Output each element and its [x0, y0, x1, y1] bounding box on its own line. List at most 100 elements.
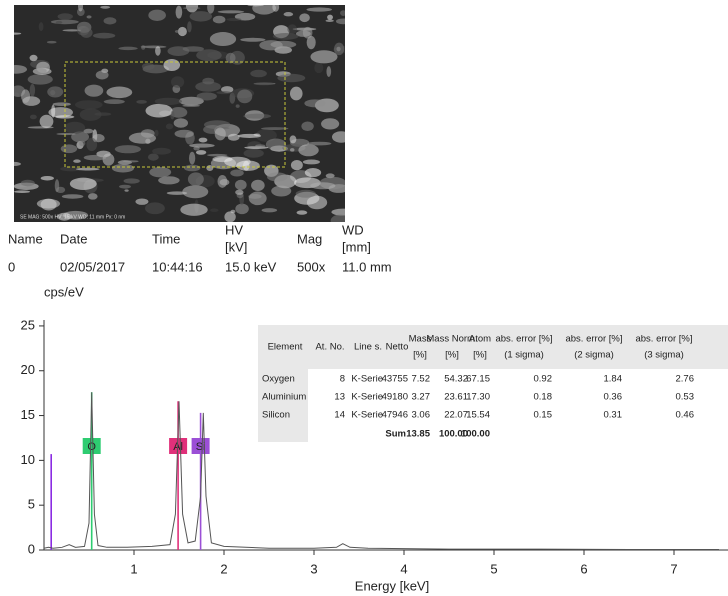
sem-particle [55, 20, 63, 24]
sem-particle [306, 35, 316, 50]
sem-particle [331, 208, 345, 216]
sem-particle [198, 137, 208, 143]
table-cell: 7.52 [412, 374, 431, 385]
sem-particle [209, 32, 237, 47]
sem-particle [14, 161, 21, 167]
table-header: Element [268, 342, 303, 353]
sem-particle [100, 5, 111, 9]
sem-particle [79, 108, 102, 121]
table-cell: 15.54 [466, 410, 490, 421]
sem-particle [61, 194, 84, 199]
sem-particle [230, 169, 244, 177]
sem-particle [272, 5, 280, 12]
table-cell: 0.92 [534, 374, 553, 385]
y-tick-label: 20 [21, 362, 35, 377]
table-header: (2 sigma) [574, 350, 614, 361]
y-tick-label: 15 [21, 407, 35, 422]
sem-particle [304, 168, 322, 178]
table-cell: 67.15 [466, 374, 490, 385]
table-cell: 14 [334, 410, 345, 421]
table-cell: 23.61 [444, 392, 468, 403]
sem-particle [225, 52, 236, 64]
sem-particle [83, 128, 94, 134]
sem-particle [243, 148, 264, 158]
sem-particle [182, 104, 200, 107]
sem-particle [327, 14, 333, 20]
spectrum-line [43, 392, 719, 551]
sem-particle [111, 163, 135, 173]
sem-particle [287, 24, 298, 35]
x-tick-label: 4 [400, 561, 407, 576]
table-cell: 3.27 [412, 392, 431, 403]
meta-cell: 11.0 mm [342, 259, 392, 274]
meta-cell: 0 [8, 259, 15, 274]
sem-particle [148, 9, 166, 21]
sem-particle [250, 69, 267, 78]
table-header: abs. error [%] [635, 334, 692, 345]
sem-particle [52, 102, 71, 107]
sem-particle [301, 121, 314, 131]
y-tick-label: 5 [28, 497, 35, 512]
meta-cell: 10:44:16 [152, 259, 203, 274]
sem-image [14, 5, 345, 222]
x-tick-label: 5 [490, 561, 497, 576]
table-cell: 8 [340, 374, 345, 385]
sem-particle [207, 153, 228, 157]
sem-particle [196, 92, 217, 101]
sem-particle [216, 90, 232, 95]
sem-particle [182, 185, 209, 199]
sem-particle [206, 165, 214, 171]
sem-particle [60, 144, 78, 154]
sem-particle [283, 12, 294, 17]
sem-particle [173, 118, 189, 128]
sem-particle [174, 129, 194, 138]
sem-particle [152, 147, 171, 155]
sem-particle [50, 19, 79, 25]
y-tick-label: 10 [21, 452, 35, 467]
table-header-bg [258, 325, 728, 369]
meta-cell: 15.0 keV [225, 259, 277, 274]
table-header: abs. error [%] [565, 334, 622, 345]
element-label: Si [196, 441, 206, 453]
sem-particle [299, 13, 310, 23]
sem-particle [55, 186, 66, 194]
sem-particle [237, 133, 262, 138]
sem-particle [325, 19, 334, 22]
table-cell: 49180 [382, 392, 408, 403]
meta-cell: 02/05/2017 [60, 259, 125, 274]
image-caption: SE MAG: 500x HV: 15 kV WD: 11 mm Px: 0 n… [20, 214, 125, 220]
sem-particle [155, 46, 161, 56]
sem-particle [196, 49, 222, 62]
sem-particle [158, 176, 180, 185]
sem-particle [306, 195, 328, 210]
sem-particle [227, 133, 240, 141]
sem-particle [290, 148, 295, 152]
sem-particle [187, 172, 204, 187]
sem-particle [224, 211, 236, 222]
sem-particle [261, 208, 278, 213]
sem-particle [304, 99, 326, 108]
sem-particle [330, 214, 345, 222]
table-cell: 47946 [382, 410, 408, 421]
meta-header: WD [342, 222, 364, 237]
meta-header: HV [225, 222, 243, 237]
sem-particle [340, 10, 345, 16]
table-cell: 13 [334, 392, 345, 403]
table-cell: Aluminium [262, 392, 306, 403]
sem-particle [170, 110, 175, 120]
sem-particle [214, 127, 226, 141]
sem-particle [237, 89, 253, 104]
sem-particle [79, 140, 86, 147]
sem-particle [174, 29, 181, 33]
sem-particle [302, 159, 320, 165]
sem-particle [302, 26, 313, 39]
sem-particle [335, 18, 345, 25]
sem-particle [296, 210, 308, 215]
sem-particle [119, 184, 131, 189]
sem-particle [14, 32, 22, 35]
sem-particle [290, 159, 303, 171]
table-cell: 1.84 [604, 374, 623, 385]
sem-particle [57, 212, 72, 221]
table-cell: 2.76 [676, 374, 695, 385]
